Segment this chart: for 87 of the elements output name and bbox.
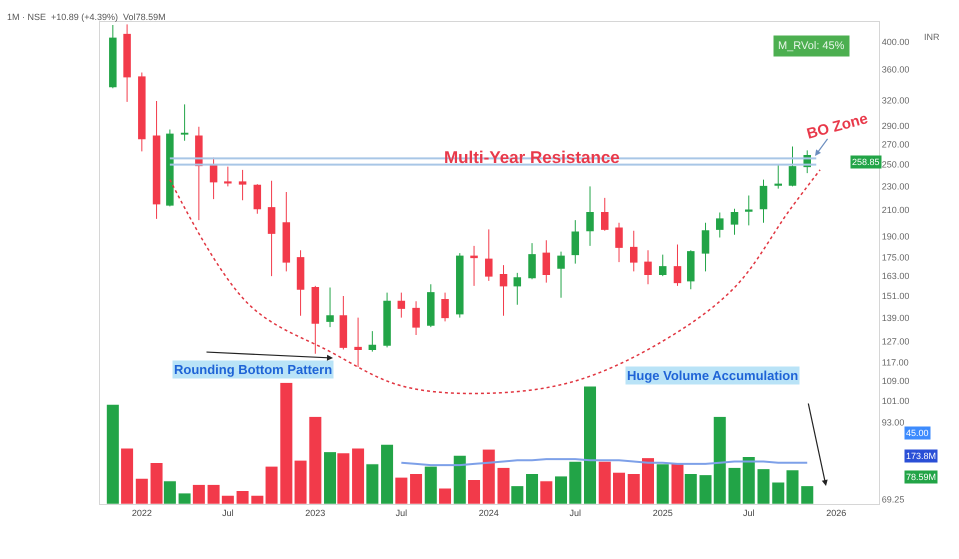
y-tick-label: 93.00 [882, 418, 904, 428]
candlestick [383, 292, 391, 348]
annotation: M_RVol: 45% [778, 40, 845, 52]
candlestick [238, 169, 246, 201]
candlestick [500, 264, 508, 316]
y-tick-label: 230.00 [882, 181, 910, 192]
y-tick-label: 101.00 [882, 396, 910, 406]
x-tick-label: Jul [570, 508, 582, 518]
candlestick [312, 285, 320, 354]
y-axis-title: INR [924, 32, 940, 42]
y-tick-label: 270.00 [882, 140, 910, 150]
candlestick [572, 220, 580, 264]
x-tick-label: 2023 [305, 508, 326, 518]
y-tick-label: 290.00 [882, 121, 910, 132]
candlestick [615, 222, 623, 263]
text: 45.00 [906, 428, 929, 438]
y-tick-label: 69.25 [882, 494, 904, 504]
annotation: BO Zone [804, 110, 870, 143]
text: 173.8M [906, 451, 936, 461]
candlestick [456, 252, 464, 318]
y-tick-label: 210.00 [882, 205, 910, 216]
candlestick [716, 212, 724, 238]
y-tick-label: 175.00 [882, 252, 910, 263]
x-tick-label: 2024 [478, 508, 499, 518]
y-tick-label: 320.00 [882, 95, 910, 106]
y-tick-label: 400.00 [882, 37, 910, 48]
y-tick-label: 127.00 [882, 336, 910, 346]
candlestick [166, 129, 174, 207]
y-tick-label: 117.00 [882, 358, 909, 368]
candlestick [109, 24, 117, 89]
candlestick [282, 192, 290, 272]
candlestick [485, 228, 493, 282]
candlestick [730, 208, 738, 236]
candlestick [296, 250, 304, 316]
candlestick [268, 180, 276, 277]
y-tick-label: 151.00 [882, 291, 910, 302]
candlestick [630, 230, 638, 272]
x-tick-label: 2026 [826, 508, 846, 518]
candlestick [601, 197, 609, 232]
candlestick [326, 287, 334, 328]
candlestick [354, 317, 362, 368]
candlestick [427, 284, 435, 328]
candlestick [674, 244, 682, 286]
candlestick [788, 146, 796, 187]
candlestick [644, 250, 652, 285]
candlestick [745, 195, 753, 226]
candlestick [152, 100, 160, 220]
candlestick [687, 250, 695, 290]
candlestick [180, 104, 188, 142]
candlestick [123, 24, 131, 102]
chart-subtitle: 1M · NSE +10.89 (+4.39%) Vol78.59M [7, 12, 166, 22]
candlestick [542, 240, 550, 284]
text: 78.59M [906, 472, 936, 482]
y-tick-label: 109.00 [882, 376, 910, 386]
annotation: 258.85 [852, 157, 880, 167]
x-tick-label: 2025 [652, 508, 673, 518]
candlestick [528, 242, 536, 280]
candlestick [254, 184, 262, 214]
candlestick [368, 330, 376, 352]
y-tick-label: 360.00 [882, 64, 910, 75]
candlestick [470, 245, 478, 286]
candlestick [398, 292, 406, 318]
x-tick-label: Jul [743, 508, 755, 518]
annotation: Huge Volume Accumulation [627, 368, 798, 383]
annotation: Rounding Bottom Pattern [174, 362, 332, 377]
candlestick [702, 222, 710, 272]
y-tick-label: 190.00 [882, 231, 910, 242]
candlestick [224, 166, 232, 187]
candlestick [760, 179, 768, 224]
y-tick-label: 250.00 [882, 160, 910, 170]
candlestick [774, 164, 782, 190]
candlestick [557, 251, 565, 298]
line-series [169, 169, 821, 394]
candlestick [210, 156, 218, 200]
y-tick-label: 163.00 [882, 271, 910, 282]
candlestick [658, 254, 666, 277]
candlestick [441, 292, 449, 322]
candlestick [514, 272, 522, 306]
x-tick-label: 2022 [132, 508, 152, 518]
x-tick-label: Jul [222, 508, 234, 518]
y-tick-label: 139.00 [882, 312, 910, 323]
candlestick [412, 300, 420, 336]
candlestick [340, 296, 348, 350]
candlestick [138, 72, 146, 152]
x-tick-label: Jul [396, 508, 408, 518]
annotation: Multi-Year Resistance [444, 148, 620, 167]
candlestick [586, 186, 594, 246]
